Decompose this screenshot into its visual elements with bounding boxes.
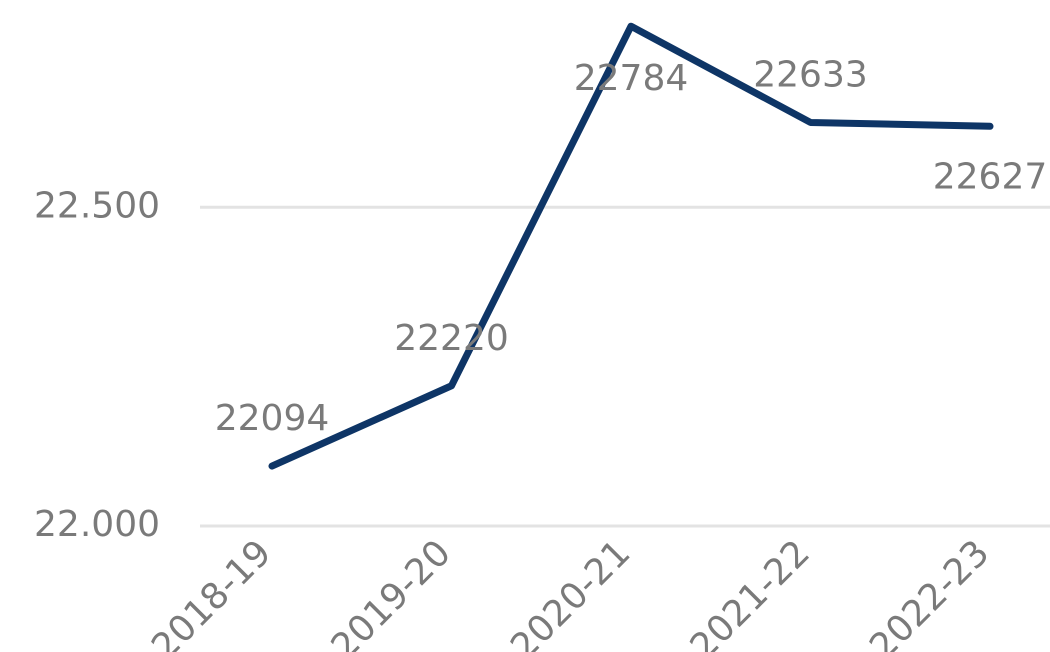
data-label: 22094 xyxy=(215,398,330,439)
data-label: 22627 xyxy=(933,156,1048,197)
data-label: 22784 xyxy=(574,58,689,99)
y-tick-label: 22.500 xyxy=(34,185,160,226)
data-label: 22220 xyxy=(394,318,509,359)
y-tick-label: 22.000 xyxy=(34,504,160,545)
x-tick-label: 2020-21 xyxy=(503,532,638,652)
x-tick-label: 2018-19 xyxy=(144,532,279,652)
x-tick-label: 2021-22 xyxy=(683,532,818,652)
x-tick-label: 2019-20 xyxy=(324,532,459,652)
x-tick-label: 2022-23 xyxy=(862,532,997,652)
line xyxy=(268,22,994,470)
data-label: 22633 xyxy=(753,54,868,95)
